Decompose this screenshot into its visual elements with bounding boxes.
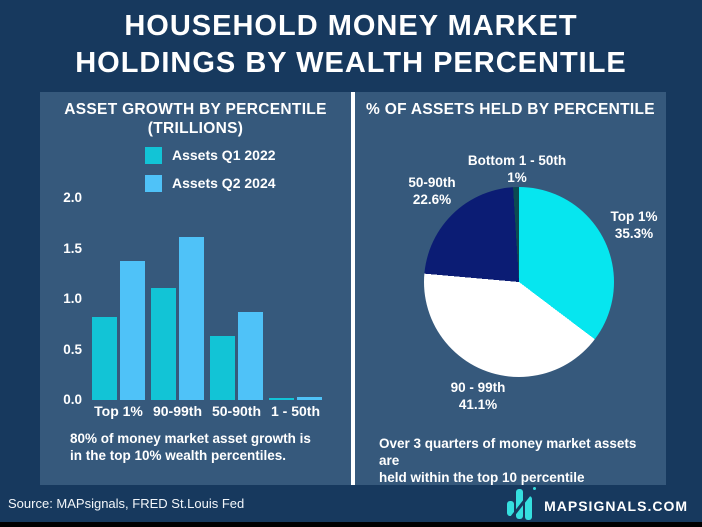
- pie-label-bottom-1-50th: Bottom 1 - 50th 1%: [467, 153, 567, 185]
- legend-swatch-icon: [145, 146, 162, 164]
- bar-group: [92, 260, 145, 400]
- pie-chart-panel: % OF ASSETS HELD BY PERCENTILE Bottom 1 …: [355, 92, 666, 485]
- legend-label: Assets Q2 2024: [172, 175, 276, 191]
- panel-divider: [351, 92, 355, 485]
- bar: [92, 317, 117, 400]
- pie-chart-title: % OF ASSETS HELD BY PERCENTILE: [366, 101, 655, 118]
- mapsignals-logo-icon: [506, 487, 538, 525]
- bar-caption-line2: in the top 10% wealth percentiles.: [70, 448, 287, 463]
- legend-item: Assets Q1 2022: [145, 146, 276, 164]
- bar-chart-title-line2: (TRILLIONS): [147, 120, 244, 137]
- bar: [210, 336, 235, 400]
- legend-swatch-icon: [145, 174, 162, 192]
- source-text: Source: MAPsignals, FRED St.Louis Fed: [8, 496, 245, 511]
- page-title-line1: HOUSEHOLD MONEY MARKET: [124, 10, 578, 42]
- bar: [151, 287, 176, 400]
- brand-logo: MAPSIGNALS.COM: [506, 487, 688, 525]
- logo-bar-icon: [507, 501, 515, 516]
- y-tick-label: 2.0: [63, 190, 82, 205]
- bar: [179, 237, 204, 400]
- bottom-strip: [0, 522, 702, 527]
- bar-group: [210, 312, 263, 400]
- pie-chart-caption: Over 3 quarters of money market assets a…: [379, 435, 659, 486]
- pie-caption-line1: Over 3 quarters of money market assets a…: [379, 436, 637, 468]
- y-tick-label: 1.5: [63, 240, 82, 256]
- logo-bar-icon: [525, 496, 533, 520]
- bar-legend: Assets Q1 2022 Assets Q2 2024: [145, 146, 276, 202]
- pie-label-90-99th: 90 - 99th 41.1%: [450, 380, 506, 412]
- pie-caption-line2: held within the top 10 percentile: [379, 470, 585, 485]
- x-tick-label: 1 - 50th: [270, 403, 320, 419]
- pie-chart: [424, 187, 614, 377]
- bar: [269, 397, 294, 400]
- bar-plot: [92, 198, 322, 400]
- y-tick-label: 0.5: [63, 341, 82, 357]
- bar-chart-title: ASSET GROWTH BY PERCENTILE (TRILLIONS): [40, 100, 351, 138]
- x-tick-label: Top 1%: [94, 403, 143, 419]
- bar: [238, 312, 263, 400]
- bar-chart-caption: 80% of money market asset growth is in t…: [70, 430, 336, 464]
- bar-group: [151, 237, 204, 400]
- bar-group: [269, 396, 322, 400]
- logo-dot-icon: [533, 487, 537, 490]
- y-tick-label: 1.0: [63, 291, 82, 306]
- bar-y-axis: 2.0 1.5 1.0 0.5 0.0: [48, 190, 82, 407]
- bar-chart-panel: ASSET GROWTH BY PERCENTILE (TRILLIONS) A…: [40, 92, 351, 485]
- bar: [120, 260, 145, 400]
- x-tick-label: 50-90th: [211, 403, 262, 419]
- pie-label-top-1pct: Top 1% 35.3%: [610, 209, 658, 241]
- page-title: HOUSEHOLD MONEY MARKET HOLDINGS BY WEALT…: [0, 8, 702, 82]
- bar: [297, 396, 322, 400]
- bar-x-axis: Top 1% 90-99th 50-90th 1 - 50th: [92, 403, 322, 419]
- bar-chart-title-line1: ASSET GROWTH BY PERCENTILE: [64, 101, 327, 118]
- bar-caption-line1: 80% of money market asset growth is: [70, 431, 311, 446]
- pie-label-50-90th: 50-90th 22.6%: [408, 175, 456, 207]
- brand-url: MAPSIGNALS.COM: [544, 498, 688, 514]
- legend-label: Assets Q1 2022: [172, 147, 276, 163]
- page-title-line2: HOLDINGS BY WEALTH PERCENTILE: [75, 47, 627, 79]
- y-tick-label: 0.0: [63, 392, 82, 407]
- x-tick-label: 90-99th: [152, 403, 203, 419]
- legend-item: Assets Q2 2024: [145, 174, 276, 192]
